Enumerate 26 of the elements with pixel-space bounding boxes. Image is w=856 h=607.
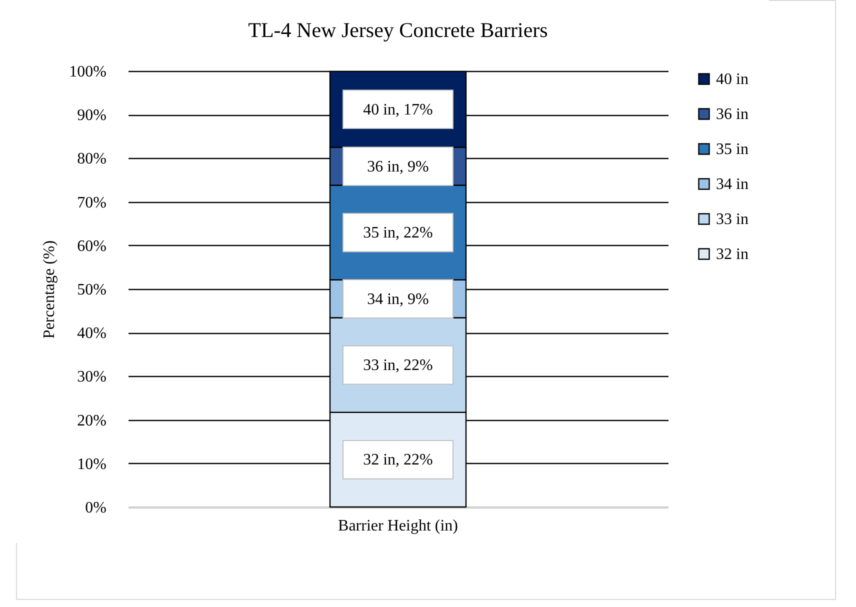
legend-label: 35 in bbox=[716, 141, 748, 158]
legend-label: 34 in bbox=[716, 176, 748, 193]
y-tick-label: 40% bbox=[77, 325, 106, 342]
y-tick-label: 10% bbox=[77, 456, 106, 473]
data-label: 33 in, 22% bbox=[363, 357, 433, 374]
data-label: 34 in, 9% bbox=[367, 290, 429, 308]
data-label: 35 in, 22% bbox=[363, 224, 433, 242]
data-label: 32 in, 22% bbox=[363, 452, 433, 469]
y-tick-label: 70% bbox=[77, 194, 106, 212]
y-axis-title: Percentage (%) bbox=[41, 240, 58, 339]
x-tick-label: Barrier Height (in) bbox=[338, 518, 458, 534]
y-tick-label: 50% bbox=[77, 282, 106, 298]
y-tick-label: 90% bbox=[77, 107, 106, 124]
legend-label: 33 in bbox=[716, 211, 748, 228]
legend-label: 36 in bbox=[716, 106, 748, 123]
data-label: 40 in, 17% bbox=[363, 101, 433, 118]
data-label: 36 in, 9% bbox=[367, 158, 429, 176]
legend-label: 40 in bbox=[716, 71, 748, 88]
y-tick-label: 20% bbox=[77, 412, 106, 430]
y-tick-label: 80% bbox=[77, 150, 106, 168]
chart-title: TL-4 New Jersey Concrete Barriers bbox=[248, 18, 548, 42]
y-tick-label: 60% bbox=[77, 238, 106, 255]
y-tick-label: 100% bbox=[69, 64, 106, 80]
y-tick-label: 30% bbox=[77, 368, 106, 386]
y-tick-label: 0% bbox=[85, 500, 106, 516]
legend-label: 32 in bbox=[716, 246, 748, 263]
